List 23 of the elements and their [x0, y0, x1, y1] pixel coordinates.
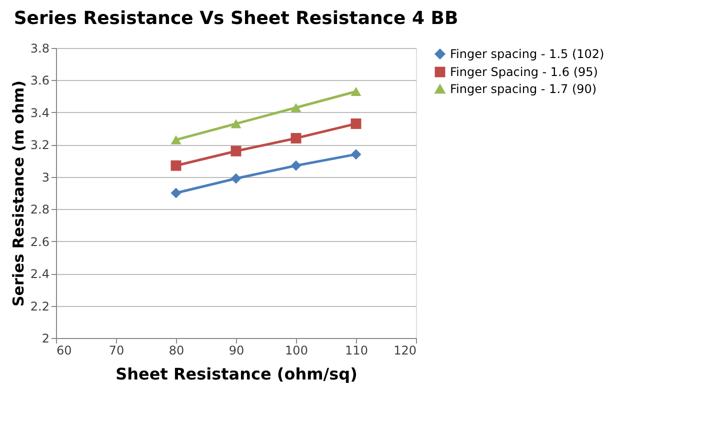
x-tick-label: 100: [285, 344, 308, 358]
x-tick-label: 70: [108, 344, 124, 358]
x-tick-label: 120: [394, 344, 416, 358]
x-tick-label: 80: [168, 344, 184, 358]
y-tick-label: 3.2: [30, 138, 50, 152]
legend-label: Finger spacing - 1.5 (102): [450, 47, 604, 61]
y-tick-label: 3: [42, 170, 50, 184]
y-tick-label: 2: [42, 332, 50, 346]
legend-label: Finger Spacing - 1.6 (95): [450, 65, 598, 79]
chart-title: Series Resistance Vs Sheet Resistance 4 BB: [14, 8, 458, 29]
y-tick-label: 2.8: [30, 202, 50, 217]
x-axis-title: Sheet Resistance (ohm/sq): [116, 364, 358, 384]
y-tick-label: 3.6: [30, 74, 50, 88]
y-tick-label: 2.6: [30, 234, 50, 249]
y-tick-label: 3.4: [30, 106, 50, 120]
x-tick-label: 60: [56, 344, 72, 358]
x-tick-label: 110: [345, 344, 368, 358]
y-axis-title: Series Resistance (m ohm): [9, 80, 28, 306]
legend-label: Finger spacing - 1.7 (90): [450, 82, 597, 96]
x-tick-label: 90: [228, 344, 244, 358]
y-tick-label: 3.8: [30, 42, 50, 56]
y-tick-label: 2.4: [30, 267, 50, 282]
y-tick-label: 2.2: [30, 299, 50, 314]
